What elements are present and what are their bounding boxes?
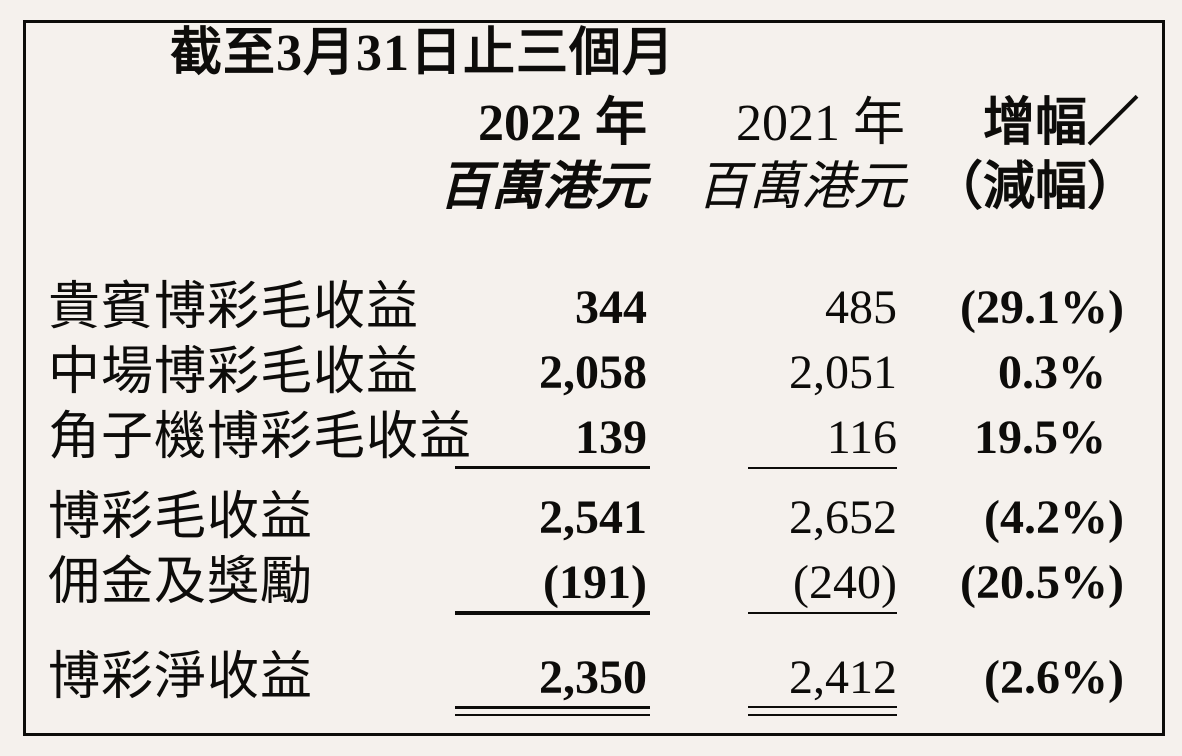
value-change: (2.6%) [984,651,1124,704]
header-unit-2022: 百萬港元 [438,159,647,216]
value-2022: (191) [543,556,647,609]
value-2021: 116 [826,411,897,464]
table-row-net-gaming-revenue: 博彩淨收益 2,350 2,412 (2.6%) [26,650,1162,706]
row-label: 中場博彩毛收益 [48,344,420,401]
pre-total-rule-2021 [748,612,897,614]
table-row-commissions-incentives: 佣金及獎勵 (191) (240) (20.5%) [26,555,1162,611]
value-change: 0.3% [998,346,1106,399]
value-2021: 2,051 [789,346,897,399]
header-change-unit: （減幅） [930,159,1139,216]
value-2022: 2,541 [539,491,647,544]
column-header-units: 百萬港元 百萬港元 （減幅） [26,160,1162,216]
table-row-mass-gross: 中場博彩毛收益 2,058 2,051 0.3% [26,345,1162,401]
value-2022: 2,350 [539,651,647,704]
row-label: 角子機博彩毛收益 [48,409,473,466]
total-double-rule-2022 [455,706,650,716]
subtotal-rule-2022 [455,466,650,469]
total-double-rule-2021 [748,706,897,716]
table-row-gross-gaming-revenue: 博彩毛收益 2,541 2,652 (4.2%) [26,490,1162,546]
header-year-2022: 2022 年 [477,95,647,152]
value-change: (29.1%) [960,281,1124,334]
value-change: 19.5% [974,411,1106,464]
value-2021: 485 [825,281,897,334]
value-change: (4.2%) [984,491,1124,544]
value-2021: 2,652 [789,491,897,544]
header-year-2021: 2021 年 [735,95,905,152]
subtotal-rule-2021 [748,467,897,469]
row-label: 博彩淨收益 [48,649,314,706]
header-change: 增幅／ [982,95,1139,152]
value-change: (20.5%) [960,556,1124,609]
value-2022: 344 [575,281,647,334]
row-label: 佣金及獎勵 [48,554,314,611]
financial-table: 截至3月31日止三個月 2022 年 2021 年 增幅／ 百萬港元 百萬港元 … [23,20,1165,736]
row-label: 博彩毛收益 [48,489,314,546]
value-2022: 2,058 [539,346,647,399]
value-2021: (240) [793,556,897,609]
row-label: 貴賓博彩毛收益 [48,279,420,336]
pre-total-rule-2022 [455,611,650,615]
table-title: 截至3月31日止三個月 [170,25,676,82]
header-spacer [26,96,430,152]
value-2021: 2,412 [789,651,897,704]
table-row-slot-gross: 角子機博彩毛收益 139 116 19.5% [26,410,1162,466]
table-row-vip-gross: 貴賓博彩毛收益 344 485 (29.1%) [26,280,1162,336]
table-title-row: 截至3月31日止三個月 [26,26,1162,82]
column-header-years: 2022 年 2021 年 增幅／ [26,96,1162,152]
value-2022: 139 [575,411,647,464]
header-unit-2021: 百萬港元 [696,159,905,216]
header-spacer [26,160,430,216]
